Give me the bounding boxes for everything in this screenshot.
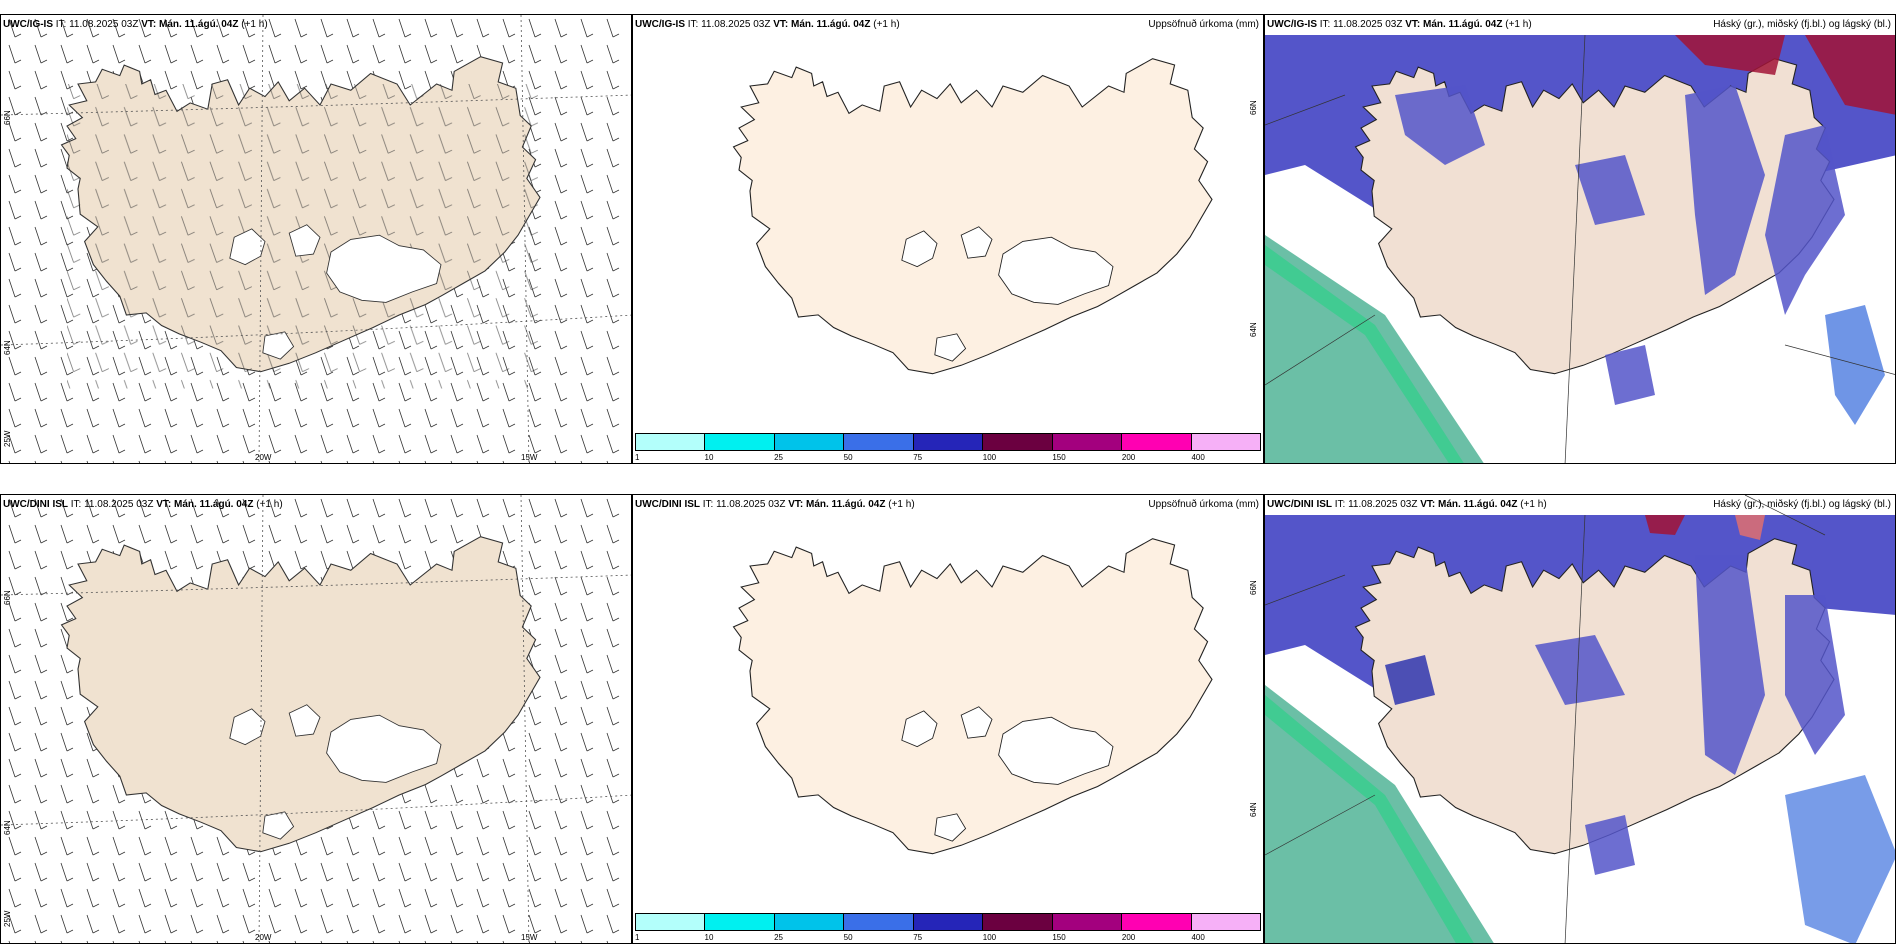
panel-header: UWC/DINI ISL IT: 11.08.2025 03Z VT: Mán.… — [635, 499, 915, 510]
colorbar-tick-label: 100 — [982, 933, 997, 942]
colorbar-tick-label: 200 — [1121, 453, 1136, 462]
cloud-map — [1265, 495, 1895, 943]
colorbar-swatch — [983, 434, 1053, 450]
lat-label-64n: 64N — [1249, 322, 1258, 337]
panel-title: Uppsöfnuð úrkoma (mm) — [1148, 499, 1259, 510]
colorbar-tick-label: 400 — [1191, 933, 1205, 942]
colorbar-swatch — [844, 434, 914, 450]
lat-label-64n: 64N — [1249, 802, 1258, 817]
iceland-landmass — [732, 538, 1213, 855]
wind-barb-map — [1, 15, 631, 463]
colorbar-tick-label: 150 — [1052, 933, 1066, 942]
high-cloud-area — [1645, 515, 1685, 535]
panel-header: UWC/DINI ISL IT: 11.08.2025 03Z VT: Mán.… — [3, 499, 283, 510]
precip-map — [732, 538, 1213, 855]
colorbar-tick-label: 1 — [635, 933, 640, 942]
lat-label-66n: 66N — [1249, 100, 1258, 115]
panel-header: UWC/DINI ISL IT: 11.08.2025 03Z VT: Mán.… — [1267, 499, 1547, 510]
lon-label-15w: 15W — [521, 453, 538, 462]
cloud-map-panel-row1: UWC/IG-IS IT: 11.08.2025 03Z VT: Mán. 11… — [1264, 14, 1896, 464]
lat-label-66n: 66N — [1249, 580, 1258, 595]
colorbar-swatch — [1052, 434, 1123, 450]
colorbar-tick-label: 50 — [843, 933, 853, 942]
panel-header: UWC/IG-IS IT: 11.08.2025 03Z VT: Mán. 11… — [1267, 19, 1532, 30]
colorbar-tick-label: 10 — [704, 933, 714, 942]
panel-header: UWC/IG-IS IT: 11.08.2025 03Z VT: Mán. 11… — [635, 19, 900, 30]
colorbar-swatch — [913, 434, 984, 450]
colorbar-swatch — [774, 914, 845, 930]
colorbar-tick-label: 25 — [774, 453, 784, 462]
panel-header: UWC/IG-IS IT: 11.08.2025 03Z VT: Mán. 11… — [3, 19, 268, 30]
wind-map-panel-row1: UWC/IG-IS IT: 11.08.2025 03Z VT: Mán. 11… — [0, 14, 632, 464]
colorbar-swatch — [636, 914, 706, 930]
colorbar-swatch — [1122, 914, 1192, 930]
colorbar-tick-label: 10 — [704, 453, 714, 462]
colorbar-swatch — [844, 914, 914, 930]
lon-label-20w: 20W — [255, 453, 272, 462]
colorbar-tick-label: 100 — [982, 453, 997, 462]
colorbar-swatch — [1191, 434, 1260, 450]
lat-label-64n: 64N — [3, 340, 12, 355]
wind-map-panel-row2: UWC/DINI ISL IT: 11.08.2025 03Z VT: Mán.… — [0, 494, 632, 944]
high-cloud-area — [1675, 35, 1785, 75]
colorbar-swatch — [705, 434, 775, 450]
colorbar-swatch — [983, 914, 1053, 930]
graticule — [1, 15, 631, 463]
lon-label-25w: 25W — [3, 430, 12, 447]
precip-colorbar — [635, 913, 1261, 931]
lat-label-66n: 66N — [3, 110, 12, 125]
lon-label-20w: 20W — [255, 933, 272, 942]
lat-label-64n: 64N — [3, 820, 12, 835]
colorbar-tick-label: 400 — [1191, 453, 1205, 462]
cloud-map — [1265, 34, 1895, 463]
colorbar-tick-label: 75 — [913, 453, 923, 462]
lon-label-25w: 25W — [3, 910, 12, 927]
colorbar-tick-label: 50 — [843, 453, 853, 462]
iceland-landmass — [732, 58, 1213, 375]
colorbar-swatch — [1122, 434, 1192, 450]
colorbar-swatch — [1191, 914, 1260, 930]
graticule — [1, 495, 631, 943]
precip-map-panel-row1: UWC/IG-IS IT: 11.08.2025 03Z VT: Mán. 11… — [632, 14, 1264, 464]
colorbar-tick-label: 150 — [1052, 453, 1066, 462]
colorbar-tick-label: 25 — [774, 933, 784, 942]
colorbar-swatch — [636, 434, 706, 450]
lat-label-66n: 66N — [3, 590, 12, 605]
colorbar-swatch — [774, 434, 845, 450]
colorbar-tick-label: 75 — [913, 933, 923, 942]
panel-title: Uppsöfnuð úrkoma (mm) — [1148, 19, 1259, 30]
colorbar-swatch — [705, 914, 775, 930]
colorbar-swatch — [913, 914, 984, 930]
colorbar-swatch — [1052, 914, 1123, 930]
cloud-map-panel-row2: UWC/DINI ISL IT: 11.08.2025 03Z VT: Mán.… — [1264, 494, 1896, 944]
panel-title: Háský (gr.), miðský (fj.bl.) og lágský (… — [1713, 499, 1891, 510]
precip-map-panel-row2: UWC/DINI ISL IT: 11.08.2025 03Z VT: Mán.… — [632, 494, 1264, 944]
precip-colorbar — [635, 433, 1261, 451]
precip-map — [732, 58, 1213, 375]
wind-barb-map — [1, 495, 631, 943]
colorbar-tick-label: 200 — [1121, 933, 1136, 942]
colorbar-tick-label: 1 — [635, 453, 640, 462]
panel-title: Háský (gr.), miðský (fj.bl.) og lágský (… — [1713, 19, 1891, 30]
lon-label-15w: 15W — [521, 933, 538, 942]
